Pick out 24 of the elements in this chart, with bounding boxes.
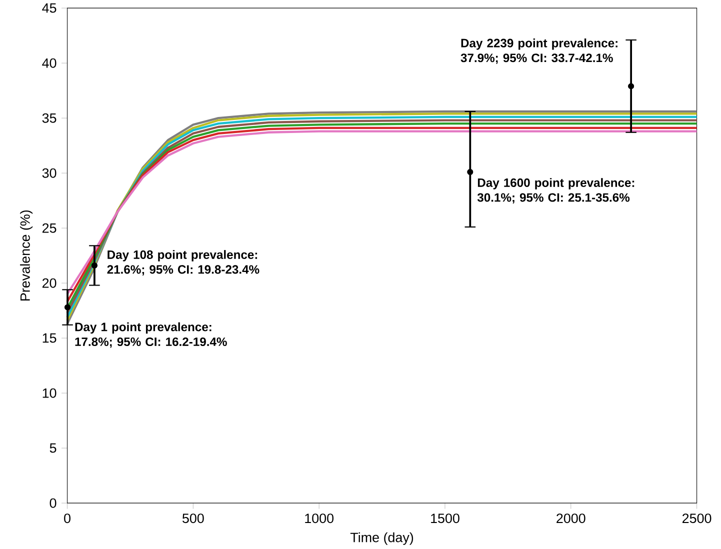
y-tick-label: 40 [42,58,56,68]
annotation: Day 2239 point prevalence: 37.9%; 95% CI: 33.7-42.1% [460,38,618,64]
y-tick-label: 10 [42,388,56,398]
point [628,83,634,90]
y-tick-label: 0 [50,498,56,508]
y-tick-label: 30 [42,168,56,178]
x-tick-label: 2000 [556,514,586,524]
point [467,169,474,176]
y-tick-label: 20 [42,278,56,288]
x-tick-label: 500 [182,514,204,524]
y-tick-label: 35 [42,113,56,123]
y-tick-label: 5 [50,443,56,453]
y-tick-label: 45 [42,3,56,13]
y-tick-label: 15 [42,333,56,343]
y-tick-label: 25 [42,223,56,233]
annotation: Day 1 point prevalence: 17.8%; 95% CI: 16.2-19.4% [75,322,227,348]
y-axis-title: Prevalence (%) [20,210,33,301]
x-tick-label: 0 [64,514,70,524]
annotation: Day 108 point prevalence: 21.6%; 95% CI: 19.8-23.4% [107,250,260,276]
x-axis-title: Time (day) [350,532,414,545]
x-tick-label: 2500 [682,514,712,524]
x-tick-label: 1000 [305,514,334,524]
annotation: Day 1600 point prevalence: 30.1%; 95% CI: 25.1-35.6% [477,178,634,204]
x-tick-label: 1500 [431,514,460,524]
